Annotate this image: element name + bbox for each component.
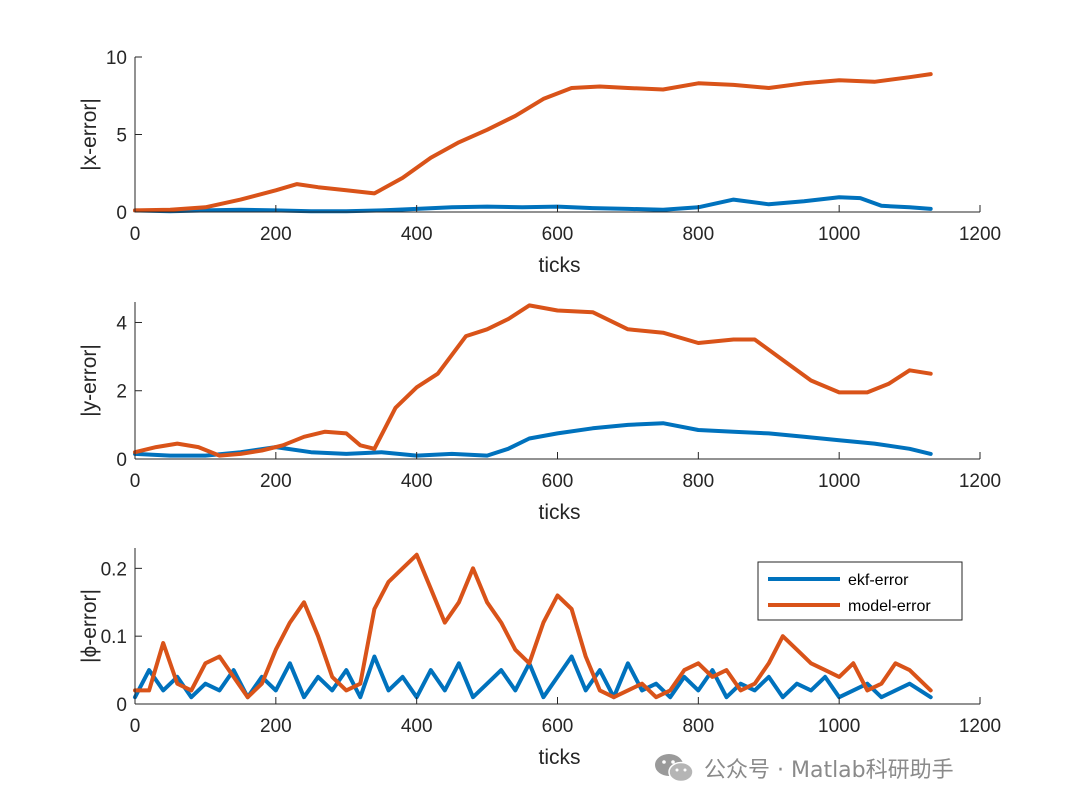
x-tick-label: 400 (401, 716, 433, 737)
x-tick-label: 1000 (818, 224, 860, 245)
x-tick-label: 400 (401, 224, 433, 245)
series-line-model-error (133, 72, 933, 213)
x-tick-label: 0 (130, 716, 141, 737)
x-tick-label: 1200 (959, 716, 1001, 737)
phi-error-subplot: 0 200 400 600 800 1000 1200 0 0.1 0.2 ticks |ϕ-erro… (78, 548, 1001, 769)
y-axis-label: |x-error| (78, 98, 101, 171)
wechat-icon (655, 754, 694, 783)
watermark: 公众号 · Matlab科研助手 (652, 748, 954, 788)
y-tick-label: 0 (116, 450, 127, 471)
x-error-subplot: 0 200 400 600 800 1000 1200 0 5 10 ticks |x-error| (78, 48, 1001, 277)
x-tick-label: 1200 (959, 471, 1001, 492)
legend-box (757, 561, 963, 621)
x-axis-label: ticks (539, 254, 581, 277)
x-tick-label: 200 (260, 224, 292, 245)
x-tick-label: 1000 (818, 716, 860, 737)
x-axis-label: ticks (539, 501, 581, 524)
y-error-subplot: 0 200 400 600 800 1000 1200 0 2 4 ticks |y-error| (78, 302, 1001, 524)
x-tick-label: 0 (130, 471, 141, 492)
x-tick-label: 600 (542, 716, 574, 737)
series-line-ekf-error (133, 195, 933, 214)
x-tick-label: 200 (260, 471, 292, 492)
y-tick-label: 0.1 (101, 627, 127, 648)
y-tick-label: 10 (106, 48, 127, 69)
y-axis-label: |ϕ-error| (78, 589, 101, 663)
y-tick-label: 0 (116, 203, 127, 224)
x-tick-label: 1200 (959, 224, 1001, 245)
y-tick-label: 0.2 (101, 559, 127, 580)
y-tick-label: 4 (116, 313, 127, 334)
legend-label-model-error: model-error (848, 598, 931, 615)
y-axis-label: |y-error| (78, 344, 101, 417)
series-line-model-error (133, 303, 933, 458)
watermark-text: 公众号 · Matlab科研助手 (704, 758, 954, 783)
x-tick-label: 800 (682, 224, 714, 245)
legend: ekf-error model-error (757, 561, 963, 621)
series-line-model-error (133, 552, 933, 700)
x-tick-label: 600 (542, 471, 574, 492)
y-tick-label: 5 (116, 126, 127, 147)
x-tick-label: 800 (682, 471, 714, 492)
x-tick-label: 0 (130, 224, 141, 245)
y-tick-label: 2 (116, 382, 127, 403)
x-axis-label: ticks (539, 746, 581, 769)
x-tick-label: 200 (260, 716, 292, 737)
x-tick-label: 1000 (818, 471, 860, 492)
x-tick-label: 600 (542, 224, 574, 245)
x-tick-label: 800 (682, 716, 714, 737)
legend-label-ekf-error: ekf-error (848, 572, 909, 589)
x-tick-label: 400 (401, 471, 433, 492)
y-tick-label: 0 (116, 695, 127, 716)
